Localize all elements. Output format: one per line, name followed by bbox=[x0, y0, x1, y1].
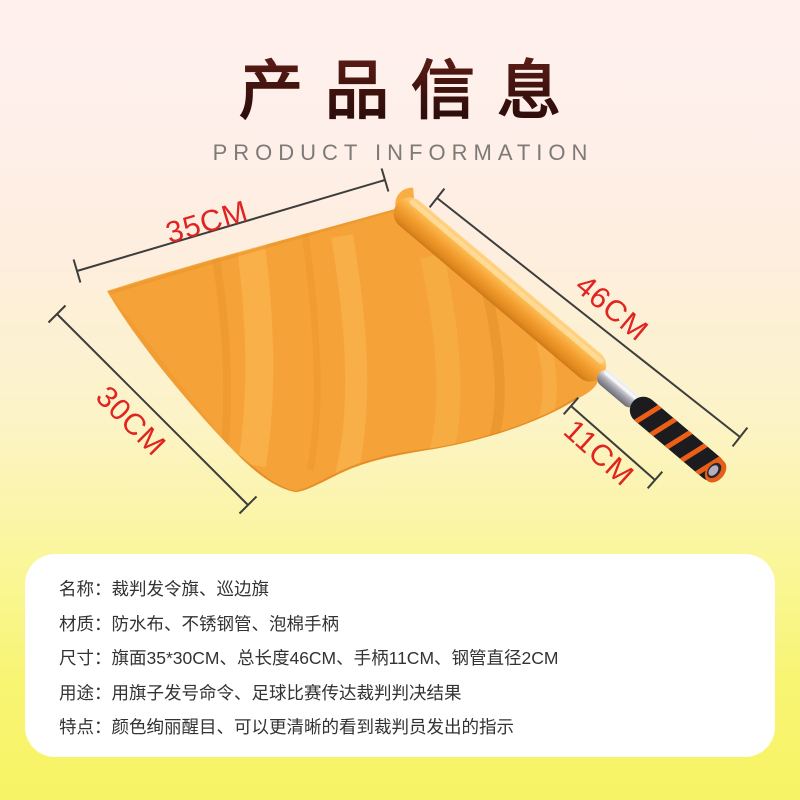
dimension-label-handle-length: 11CM bbox=[557, 414, 640, 493]
spec-value: 旗面35*30CM、总长度46CM、手柄11CM、钢管直径2CM bbox=[111, 648, 559, 669]
spec-row-features: 特点： 颜色绚丽醒目、可以更清晰的看到裁判员发出的指示 bbox=[59, 710, 741, 745]
foam-handle bbox=[629, 396, 727, 483]
spec-value: 防水布、不锈钢管、泡棉手柄 bbox=[111, 613, 340, 634]
flag-dimension-diagram: 35CM 46CM 30CM 11CM bbox=[47, 168, 749, 515]
flag-fabric bbox=[107, 207, 598, 492]
spec-row-usage: 用途： 用旗子发号命令、足球比赛传达裁判判决结果 bbox=[59, 676, 741, 711]
spec-label: 材质： bbox=[59, 613, 112, 634]
spec-label: 用途： bbox=[59, 682, 112, 703]
spec-row-name: 名称： 裁判发令旗、巡边旗 bbox=[59, 572, 741, 607]
flag-pole-assembly bbox=[393, 187, 727, 483]
page-title: 产品信息 bbox=[22, 40, 800, 132]
spec-row-material: 材质： 防水布、不锈钢管、泡棉手柄 bbox=[59, 607, 741, 642]
spec-value: 颜色绚丽醒目、可以更清晰的看到裁判员发出的指示 bbox=[111, 717, 515, 738]
dimension-label-flag-width: 35CM bbox=[162, 195, 252, 251]
spec-value: 用旗子发号命令、足球比赛传达裁判判决结果 bbox=[111, 682, 462, 703]
spec-label: 特点： bbox=[59, 717, 112, 738]
page-subtitle: PRODUCT INFORMATION bbox=[212, 140, 594, 165]
dimension-lines bbox=[47, 168, 749, 515]
spec-value: 裁判发令旗、巡边旗 bbox=[111, 579, 270, 599]
spec-label: 名称： bbox=[59, 579, 112, 599]
product-diagram: 35CM 46CM 30CM 11CM bbox=[0, 150, 800, 560]
product-spec-card: 名称： 裁判发令旗、巡边旗 材质： 防水布、不锈钢管、泡棉手柄 尺寸： 旗面35*30… bbox=[25, 554, 775, 757]
steel-tube bbox=[597, 369, 639, 408]
page-header: 产品信息 PRODUCT INFORMATION bbox=[0, 40, 800, 166]
dimension-label-flag-height: 30CM bbox=[89, 380, 172, 463]
spec-row-size: 尺寸： 旗面35*30CM、总长度46CM、手柄11CM、钢管直径2CM bbox=[59, 641, 741, 676]
spec-label: 尺寸： bbox=[59, 648, 112, 669]
flag-roll-sleeve bbox=[393, 197, 607, 382]
